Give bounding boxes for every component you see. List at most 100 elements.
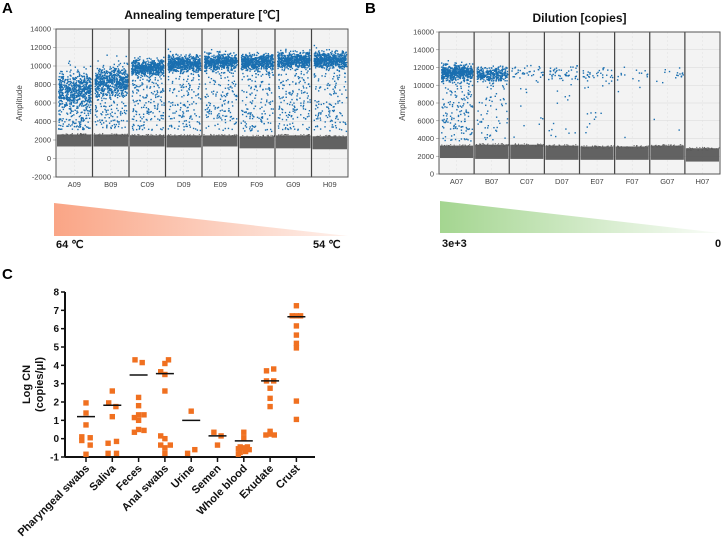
positive-droplet (140, 76, 142, 79)
negative-droplet (252, 137, 254, 139)
positive-droplet (122, 79, 125, 81)
negative-droplet (78, 135, 80, 137)
positive-droplet (132, 73, 135, 75)
positive-droplet (247, 79, 249, 81)
positive-droplet (171, 67, 174, 70)
positive-droplet (62, 73, 65, 76)
positive-droplet (204, 58, 207, 61)
positive-droplet (109, 71, 111, 74)
negative-droplet (303, 133, 305, 135)
positive-droplet (76, 110, 78, 112)
positive-droplet (59, 118, 62, 120)
positive-droplet (73, 122, 76, 125)
positive-droplet (183, 68, 185, 71)
positive-droplet (227, 102, 229, 104)
positive-droplet (193, 67, 195, 70)
positive-droplet (85, 108, 88, 110)
positive-droplet (207, 55, 210, 57)
positive-droplet (126, 86, 128, 88)
positive-droplet (119, 70, 122, 73)
positive-droplet (211, 55, 213, 58)
positive-droplet (75, 126, 78, 128)
positive-droplet (61, 88, 63, 91)
positive-droplet (263, 59, 266, 62)
positive-droplet (288, 92, 290, 94)
positive-droplet (307, 128, 309, 131)
positive-droplet (111, 85, 113, 88)
positive-droplet (306, 67, 308, 69)
positive-droplet (82, 96, 84, 99)
positive-droplet (260, 64, 263, 66)
positive-droplet (259, 107, 261, 110)
positive-droplet (167, 55, 170, 57)
positive-droplet (305, 54, 307, 56)
positive-droplet (255, 63, 257, 65)
positive-droplet (193, 61, 195, 63)
positive-droplet (158, 110, 161, 113)
positive-droplet (278, 96, 280, 98)
positive-droplet (231, 101, 233, 103)
positive-droplet (124, 87, 126, 89)
positive-droplet (175, 60, 178, 63)
positive-droplet (294, 111, 296, 113)
negative-droplet (71, 133, 73, 135)
positive-droplet (160, 70, 162, 73)
positive-droplet (94, 89, 97, 91)
positive-droplet (61, 100, 63, 103)
positive-droplet (210, 52, 212, 55)
positive-droplet (199, 98, 202, 100)
positive-droplet (216, 107, 219, 109)
positive-droplet (125, 110, 128, 112)
positive-droplet (271, 54, 274, 56)
positive-droplet (304, 64, 307, 66)
positive-droplet (61, 91, 64, 94)
positive-droplet (219, 98, 222, 100)
positive-droplet (62, 118, 64, 120)
positive-droplet (180, 68, 182, 71)
positive-droplet (126, 83, 129, 85)
positive-droplet (179, 71, 182, 73)
positive-droplet (235, 60, 237, 63)
positive-droplet (71, 96, 73, 98)
negative-droplet (84, 133, 86, 135)
positive-droplet (228, 107, 230, 110)
positive-droplet (225, 64, 228, 66)
positive-droplet (100, 81, 102, 83)
positive-droplet (157, 64, 159, 66)
positive-droplet (156, 91, 159, 94)
positive-droplet (154, 73, 157, 76)
positive-droplet (213, 117, 215, 120)
positive-droplet (156, 70, 158, 72)
positive-droplet (112, 79, 114, 82)
positive-droplet (80, 75, 83, 77)
positive-droplet (247, 113, 249, 115)
positive-droplet (228, 61, 231, 63)
positive-droplet (265, 61, 268, 64)
positive-droplet (70, 107, 72, 109)
panel-letter-b: B (365, 0, 376, 17)
positive-droplet (126, 76, 128, 79)
positive-droplet (155, 72, 157, 74)
positive-droplet (226, 76, 229, 78)
positive-droplet (225, 115, 228, 117)
positive-droplet (242, 110, 244, 112)
positive-droplet (99, 103, 102, 105)
positive-droplet (215, 58, 218, 61)
positive-droplet (198, 78, 200, 81)
positive-droplet (298, 65, 300, 67)
positive-droplet (157, 62, 159, 65)
positive-droplet (78, 94, 81, 97)
positive-droplet (169, 66, 171, 68)
positive-droplet (115, 94, 117, 96)
positive-droplet (59, 103, 61, 105)
positive-droplet (98, 95, 100, 97)
positive-droplet (189, 59, 191, 62)
positive-droplet (161, 67, 163, 69)
positive-droplet (77, 106, 79, 109)
positive-droplet (72, 82, 74, 84)
negative-droplet (178, 135, 180, 137)
positive-droplet (256, 63, 258, 66)
positive-droplet (139, 100, 141, 102)
positive-droplet (263, 55, 265, 57)
positive-droplet (242, 65, 245, 68)
